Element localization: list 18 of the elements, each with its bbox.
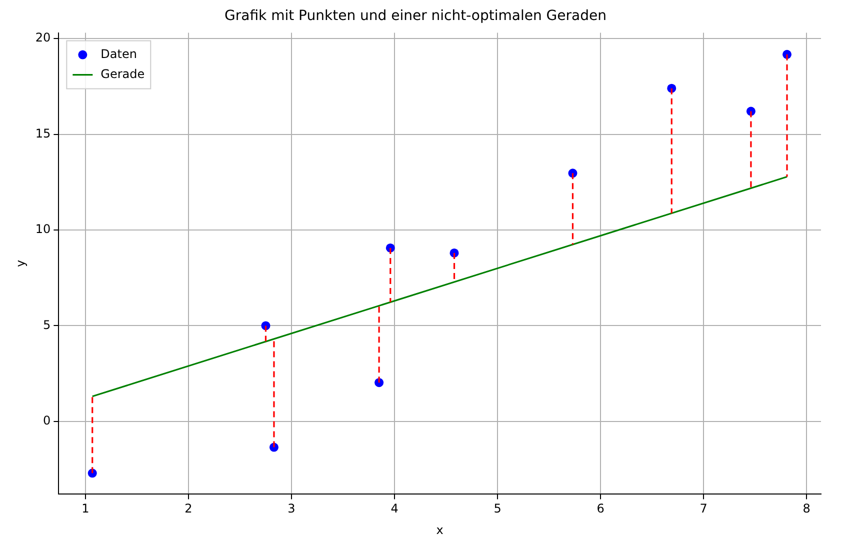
x-tick-label: 8 xyxy=(802,502,810,516)
x-tick-label: 7 xyxy=(700,502,708,516)
chart-title: Grafik mit Punkten und einer nicht-optimalen Geraden xyxy=(224,8,606,24)
y-tick-label: 10 xyxy=(35,222,51,236)
x-tick-label: 2 xyxy=(184,502,192,516)
y-tick-label: 0 xyxy=(43,414,51,428)
x-tick-label: 5 xyxy=(494,502,502,516)
x-tick-label: 3 xyxy=(288,502,296,516)
x-tick-label: 4 xyxy=(390,502,398,516)
legend-label: Gerade xyxy=(100,66,145,81)
y-axis-title: y xyxy=(13,260,28,268)
x-axis-title: x xyxy=(436,522,444,537)
y-tick-label: 15 xyxy=(35,126,51,140)
y-tick-label: 5 xyxy=(43,318,51,332)
y-tick-label: 20 xyxy=(35,30,51,45)
x-tick-label: 1 xyxy=(82,502,90,516)
legend-label: Daten xyxy=(100,46,137,61)
x-tick-label: 6 xyxy=(596,502,604,516)
